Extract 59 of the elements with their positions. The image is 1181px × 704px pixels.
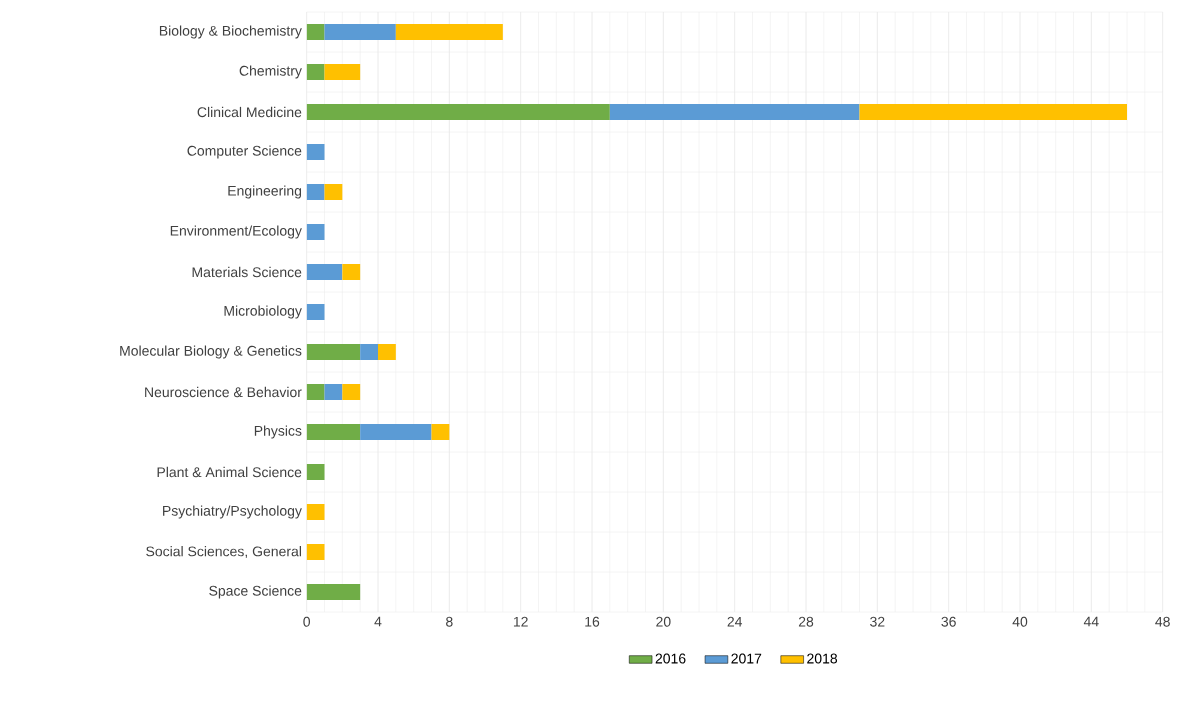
y-tick-label: Plant & Animal Science [157, 466, 302, 478]
bar [609, 104, 860, 121]
bar [306, 384, 325, 401]
y-tick-label: Materials Science [192, 266, 302, 278]
bar [324, 184, 343, 201]
x-tick-label: 48 [1155, 616, 1170, 627]
bar [306, 184, 325, 201]
bar [431, 424, 450, 441]
legend-label: 2016 [655, 653, 686, 664]
bar [378, 344, 396, 360]
bar [306, 304, 325, 321]
bar [306, 144, 325, 160]
bar [324, 384, 343, 401]
x-tick-label: 8 [446, 616, 453, 627]
bar [306, 424, 361, 441]
y-tick-label: Biology & Biochemistry [159, 25, 302, 39]
x-tick-label: 16 [585, 616, 600, 627]
y-tick-label: Space Science [209, 585, 302, 599]
bar [306, 104, 610, 121]
bar [306, 584, 361, 601]
x-tick-label: 32 [870, 616, 885, 627]
bar [306, 464, 325, 481]
bar [859, 104, 1128, 121]
y-tick-label: Clinical Medicine [197, 106, 302, 118]
x-tick-label: 24 [727, 616, 743, 627]
x-tick-label: 28 [798, 616, 814, 627]
bar [306, 224, 325, 240]
x-tick-label: 12 [513, 616, 528, 627]
x-tick-label: 4 [374, 616, 382, 627]
bar [306, 344, 361, 360]
legend-label: 2017 [731, 653, 762, 664]
x-tick-label: 20 [656, 616, 671, 627]
bar [306, 264, 343, 280]
y-tick-label: Neuroscience & Behavior [145, 386, 302, 398]
x-tick-label: 36 [941, 616, 956, 627]
y-tick-label: Molecular Biology & Genetics [120, 345, 302, 359]
y-tick-label: Psychiatry/Psychology [163, 505, 302, 519]
y-tick-label: Chemistry [239, 65, 302, 79]
bar [395, 24, 503, 40]
y-tick-label: Social Sciences, General [146, 546, 301, 558]
bar [360, 424, 432, 441]
bar [306, 64, 325, 80]
legend-label: 2018 [807, 653, 838, 664]
x-tick-label: 0 [303, 616, 311, 627]
bar [324, 64, 361, 80]
y-tick-label: Engineering [228, 185, 302, 199]
bar [306, 504, 325, 521]
bar [342, 384, 361, 401]
y-tick-label: Physics [254, 425, 302, 439]
y-tick-label: Environment/Ecology [170, 225, 302, 239]
x-tick-label: 40 [1012, 616, 1028, 627]
bar [342, 264, 361, 280]
y-tick-label: Computer Science [187, 145, 302, 159]
y-tick-label: Microbiology [224, 305, 302, 319]
bar [306, 544, 325, 561]
bar [306, 24, 325, 40]
bar [360, 344, 378, 360]
bar [324, 24, 396, 40]
x-tick-label: 44 [1083, 616, 1099, 627]
